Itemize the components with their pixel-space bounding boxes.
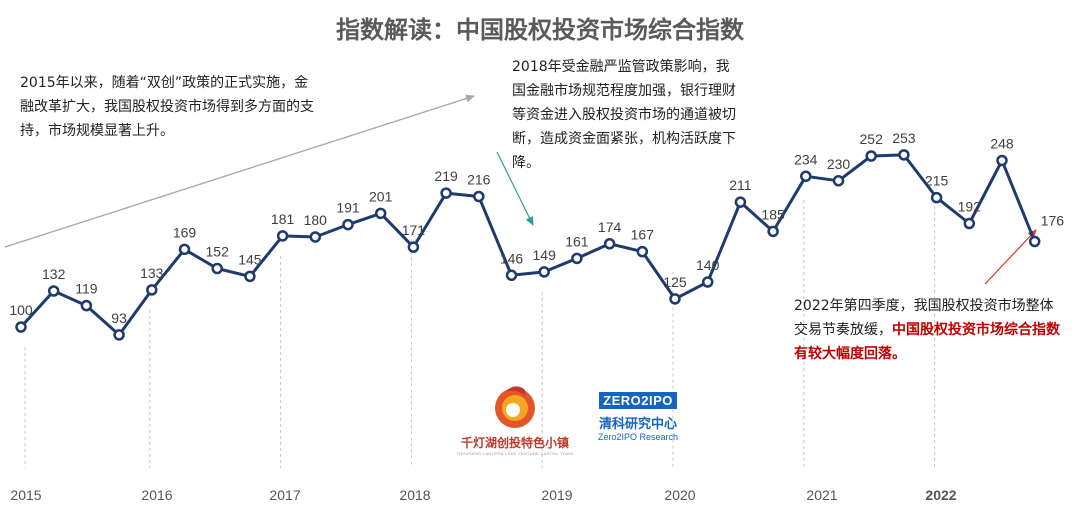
data-label: 145: [238, 251, 262, 267]
x-tick-label: 2021: [806, 487, 837, 503]
data-label: 93: [111, 310, 127, 326]
data-label: 248: [990, 136, 1014, 152]
data-point: [571, 252, 583, 265]
data-point: [146, 284, 158, 296]
index-series-line: [19, 153, 1037, 337]
growth-trend-arrow: [4, 94, 475, 248]
data-label: 192: [958, 199, 982, 215]
data-point: [244, 270, 256, 283]
x-tick-label: 2019: [541, 487, 572, 503]
annotation-decline-highlight: 中国股权投资市场综合指数有较大幅度回落。: [794, 322, 1060, 362]
data-label: 119: [75, 281, 98, 297]
data-label: 176: [1041, 213, 1065, 229]
data-point: [832, 175, 845, 187]
x-tick-label: 2016: [141, 487, 172, 503]
data-point: [930, 191, 943, 204]
data-point: [407, 241, 420, 253]
data-label: 146: [500, 250, 524, 266]
zero2ipo-logo: ZERO2IPO 清科研究中心 Zero2IPO Research: [588, 392, 688, 442]
data-point: [342, 218, 354, 231]
data-label: 125: [663, 274, 687, 290]
annotation-decline: 2022年第四季度，我国股权投资市场整体交易节奏放缓，中国股权投资市场综合指数有…: [794, 294, 1064, 366]
decline-arrow: [984, 229, 1037, 285]
data-point: [440, 187, 452, 199]
annotation-growth: 2015年以来，随着“双创”政策的正式实施，金融改革扩大，我国股权投资市场得到多…: [20, 75, 314, 139]
data-point: [636, 245, 649, 258]
data-point: [505, 269, 518, 281]
x-tick-label: 2015: [10, 487, 41, 503]
data-label: 191: [336, 200, 360, 216]
data-label: 171: [402, 222, 426, 238]
x-tick-label: 2017: [269, 487, 300, 503]
data-point: [178, 243, 191, 256]
data-label: 219: [434, 168, 458, 184]
data-point: [211, 262, 223, 275]
data-point: [898, 149, 910, 161]
data-point: [47, 285, 60, 297]
zero2ipo-brand: ZERO2IPO: [599, 392, 677, 409]
data-label: 174: [598, 219, 622, 235]
data-label: 149: [533, 247, 557, 263]
data-point: [701, 276, 714, 288]
annotation-decline-text: 2022年第四季度，我国股权投资市场整体交易节奏放缓，: [794, 298, 1054, 338]
data-point: [80, 299, 93, 312]
data-point: [374, 207, 387, 220]
data-label: 216: [467, 172, 491, 188]
data-label: 152: [206, 244, 230, 260]
data-point: [113, 329, 125, 341]
data-label: 181: [271, 211, 295, 227]
data-point: [603, 238, 616, 250]
data-label: 167: [631, 227, 655, 243]
data-point: [963, 217, 976, 230]
annotation-regulation: 2018年受金融严监管政策影响，我国金融市场规范程度加强，银行理财等资金进入股权…: [512, 59, 736, 171]
data-point: [865, 150, 877, 162]
x-tick-label: 2022: [925, 487, 956, 503]
data-point: [669, 293, 681, 305]
data-label: 169: [173, 224, 197, 240]
data-label: 252: [860, 131, 884, 147]
data-label: 230: [827, 156, 851, 172]
data-point: [276, 230, 289, 242]
zero2ipo-cn-name: 清科研究中心: [598, 417, 677, 432]
data-label: 180: [304, 212, 328, 228]
data-label: 201: [369, 188, 393, 204]
x-tick-label: 2018: [399, 487, 430, 503]
data-point: [15, 321, 27, 333]
data-point: [1028, 235, 1041, 248]
data-label: 140: [696, 257, 720, 273]
data-label: 211: [729, 177, 752, 193]
data-point: [800, 170, 812, 182]
qiandenghu-mark-icon: [489, 380, 541, 432]
data-point: [473, 190, 485, 203]
data-label: 132: [42, 266, 66, 282]
data-label: 133: [140, 265, 164, 281]
data-point: [767, 225, 779, 238]
qiandenghu-subtitle: THOUSAND-LANTERN LAKE VENTURE CAPITAL TO…: [456, 451, 574, 456]
data-label: 253: [892, 130, 916, 146]
data-label: 234: [794, 151, 818, 167]
data-label: 100: [9, 302, 33, 318]
x-tick-label: 2020: [664, 487, 695, 503]
data-point: [538, 266, 550, 278]
zero2ipo-en-name: Zero2IPO Research: [597, 432, 679, 442]
data-label: 215: [925, 173, 949, 189]
data-point: [309, 231, 322, 243]
regulation-arrow: [496, 151, 534, 226]
data-label: 161: [565, 233, 589, 249]
data-label: 185: [761, 206, 785, 222]
data-point: [996, 154, 1008, 167]
qiandenghu-logo: 千灯湖创投特色小镇 THOUSAND-LANTERN LAKE VENTURE …: [455, 380, 575, 456]
qiandenghu-name: 千灯湖创投特色小镇: [460, 436, 569, 450]
chart-title: 指数解读：中国股权投资市场综合指数: [336, 16, 744, 44]
data-point: [734, 196, 747, 208]
